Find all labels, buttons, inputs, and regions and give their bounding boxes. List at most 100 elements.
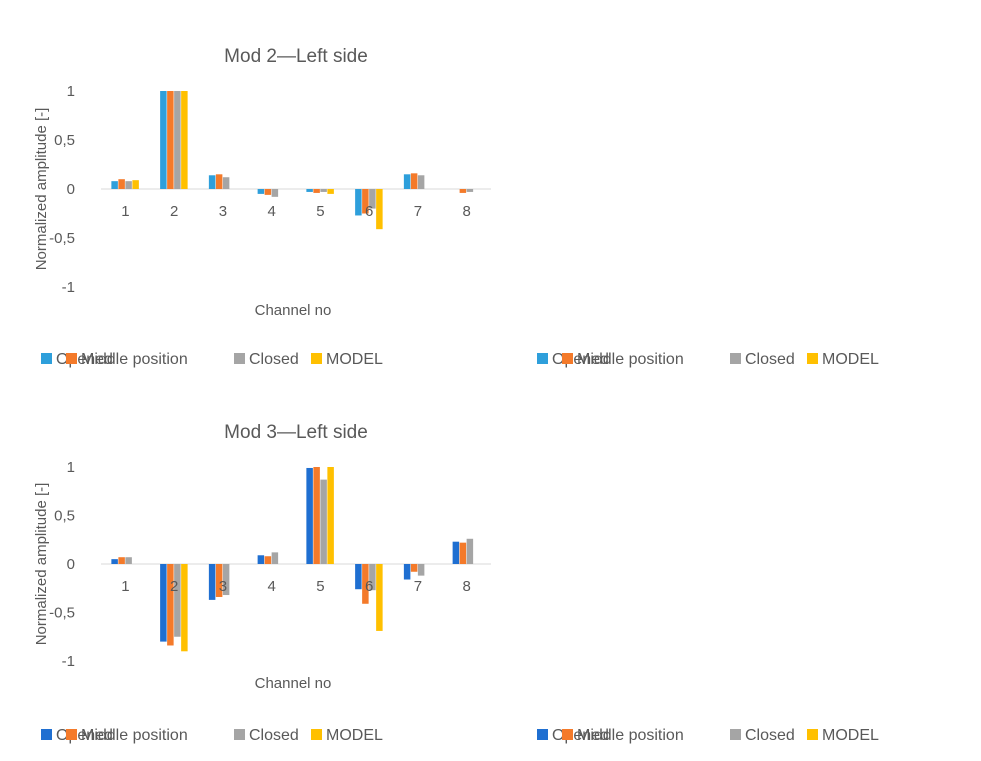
legend-swatch [311,353,322,364]
bar [362,564,369,604]
legend-swatch [562,353,573,364]
bar [410,173,418,189]
y-tick-label: -1 [62,653,75,670]
bar [459,189,467,193]
x-tick-label: 7 [414,578,422,595]
legend-swatch [66,729,77,740]
legend-label: Closed [249,727,299,744]
bar [264,189,272,195]
bar [452,541,460,564]
legend-swatch [66,353,77,364]
bar [181,564,188,652]
x-tick-label: 6 [365,578,373,595]
chart-svg: Mod 2—Left side 1 0,5 0 -0,5 -1 Normalized amp… [33,46,491,368]
bar [376,189,383,230]
legend-swatch [41,729,52,740]
bar [215,174,223,189]
bar [111,559,118,564]
legend-swatch [537,729,548,740]
bar [459,542,467,564]
y-axis-label: Normalized amplitude [-] [33,108,50,271]
legend-swatch [730,729,741,740]
legend-label: Closed [745,727,795,744]
bar [125,181,132,189]
bar [132,180,139,189]
x-tick-label: 6 [365,203,373,220]
bar [181,91,188,189]
y-axis-label: Normalized amplitude [-] [33,483,50,646]
y-tick-label: -1 [62,279,75,296]
x-tick-label: 1 [121,203,129,220]
y-tick-label: 0 [67,181,75,198]
bar [355,564,362,590]
y-tick-label: 0,5 [54,508,75,525]
bar [417,564,425,576]
legend-swatch [562,729,573,740]
bar [306,189,313,192]
legend-swatch [807,353,818,364]
legend-label: MODEL [822,351,879,368]
legend-label: Middle position [577,727,684,744]
x-tick-label: 4 [267,578,275,595]
chart-svg: Mod 3—Left side 1 0,5 0 -0,5 -1 Normalized amp… [33,422,491,744]
bar [313,189,320,193]
bar [355,189,362,216]
legend-label: Closed [745,351,795,368]
x-tick-label: 4 [267,203,275,220]
bar [118,557,125,564]
bar [208,175,216,189]
y-tick-label: 0 [67,556,75,573]
bar [410,564,418,572]
legend-label: MODEL [822,727,879,744]
bar [306,467,313,564]
legend-label: Middle position [81,727,188,744]
bar [327,467,334,564]
bar [160,91,167,189]
bar [320,189,327,192]
x-tick-label: 2 [170,203,178,220]
bar [369,564,376,591]
bar [271,189,279,197]
bar [403,174,411,189]
bar [208,564,216,600]
bar [215,564,223,597]
bar [313,467,320,564]
chart-title: Mod 3—Left side [224,422,368,443]
legend-label: Middle position [81,351,188,368]
x-tick-label: 7 [414,203,422,220]
x-tick-label: 8 [462,203,470,220]
bar [403,564,411,580]
x-tick-label: 3 [219,578,227,595]
bar [466,189,474,192]
legend-swatch [807,729,818,740]
bar [174,91,181,189]
x-axis-label: Channel no [255,675,332,692]
bar [222,564,230,596]
legend-label: MODEL [326,351,383,368]
legend-swatch [537,353,548,364]
x-tick-label: 5 [316,203,324,220]
legend-swatch [234,729,245,740]
y-tick-label: -0,5 [49,605,75,622]
legend-swatch [41,353,52,364]
bar [417,175,425,189]
x-axis-label: Channel no [255,302,332,319]
bar [125,557,132,564]
legend-swatch [730,353,741,364]
x-tick-label: 3 [219,203,227,220]
legend-swatch [234,353,245,364]
bar [222,177,230,189]
bar [174,564,181,637]
x-tick-label: 5 [316,578,324,595]
y-tick-label: -0,5 [49,230,75,247]
bar [257,555,265,564]
bar [167,564,174,646]
bar [362,189,369,214]
bar [327,189,334,194]
